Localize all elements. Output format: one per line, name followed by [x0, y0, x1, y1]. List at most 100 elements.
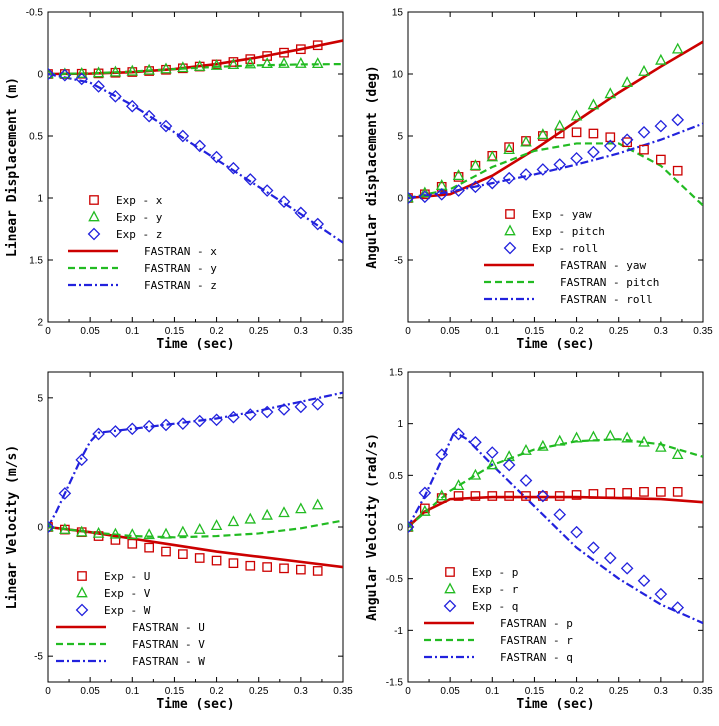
panel3-exp-point-2 [227, 410, 240, 424]
panel2-exp-point-2 [485, 176, 499, 190]
panel1-exp-point-0 [144, 66, 154, 76]
panel2-legend-marker-2 [503, 241, 517, 255]
panel2-exp-point-0 [672, 165, 683, 176]
panel3-exp-point-1 [143, 528, 155, 540]
panel4-ytick-label: -1 [394, 626, 403, 637]
panel4-exp-point-1 [638, 435, 650, 447]
panel3-ytick-label: 0 [37, 523, 43, 534]
panel1-sim-line-2 [48, 72, 343, 244]
panel4-exp-point-1 [520, 443, 532, 455]
panel3-exp-point-2 [277, 403, 291, 416]
panel1-exp-point-2 [243, 173, 257, 186]
panel1-exp-point-0 [245, 54, 256, 64]
panel4-exp-point-0 [605, 488, 616, 498]
panel2-exp-point-1 [638, 64, 650, 76]
panel1-exp-point-1 [311, 57, 324, 69]
panel2-exp-point-1 [419, 186, 431, 198]
panel4-exp-point-2 [502, 458, 516, 472]
panel3-exp-point-0 [48, 522, 53, 532]
panel2-legend-label: FASTRAN - pitch [560, 276, 659, 289]
panel2-exp-point-0 [588, 128, 599, 139]
panel2-xtick-label: 0.1 [485, 326, 499, 337]
panel4-exp-point-2 [553, 508, 567, 521]
panel4-exp-point-1 [671, 448, 684, 460]
panel2-exp-point-1 [587, 98, 600, 110]
panel4-exp-point-0 [554, 491, 565, 501]
panel2-exp-point-0 [504, 142, 514, 153]
panel1-exp-point-1 [126, 64, 139, 76]
panel3-exp-point-1 [311, 498, 324, 510]
panel2-exp-point-0 [622, 137, 632, 148]
panel4-legend-label: FASTRAN - p [500, 617, 573, 630]
panel4-exp-point-1 [408, 520, 414, 532]
panel4-xtick-label: 0.35 [693, 686, 713, 697]
panel4-legend-marker-1 [444, 582, 456, 594]
panel2-exp-point-2 [654, 119, 668, 133]
panel3-exp-point-0 [144, 542, 154, 553]
panel1-exp-point-1 [210, 58, 223, 70]
panel1-ytick-label: 0 [37, 70, 43, 81]
panel2-exp-point-0 [453, 172, 464, 182]
panel4-exp-point-1 [435, 489, 448, 501]
panel1-xtick-label: 0.15 [165, 326, 185, 337]
panel1-ytick-label: 2 [37, 318, 43, 329]
panel1-legend-label: Exp - y [116, 211, 163, 224]
panel1-legend-marker-2 [87, 227, 101, 241]
panel3-legend-label: Exp - U [104, 570, 150, 583]
panel4-xtick-label: 0.25 [609, 686, 629, 697]
panel1-ytick-label: -0.5 [26, 8, 44, 19]
panel3-exp-point-0 [194, 553, 205, 563]
panel2-exp-point-2 [452, 184, 465, 197]
panel2-x-axis-label: Time (sec) [516, 337, 594, 352]
panel4-exp-point-0 [588, 489, 599, 499]
panel4-ytick-label: -1.5 [386, 678, 404, 689]
panel2-exp-point-2 [502, 171, 516, 185]
panel2-xtick-label: 0.05 [440, 326, 460, 337]
panel1-exp-point-2 [210, 150, 223, 164]
panel4-exp-point-1 [469, 468, 482, 480]
panel2-exp-point-1 [537, 128, 549, 140]
panel4-legend-label: FASTRAN - q [500, 651, 573, 664]
panel2-exp-point-1 [655, 53, 667, 65]
panel3-legend-label: Exp - W [104, 604, 151, 617]
panel1-exp-point-1 [261, 57, 273, 69]
panel2-exp-point-1 [486, 150, 499, 162]
panel4-sim-line-2 [408, 430, 703, 625]
panel1-legend-label: Exp - z [116, 228, 162, 241]
panel3-exp-point-0 [178, 549, 188, 559]
panel4-exp-point-2 [536, 489, 550, 503]
panel3-legend-marker-1 [76, 586, 88, 598]
panel3-exp-point-2 [193, 414, 207, 428]
panel1-legend: Exp - x Exp - y Exp - z FASTRAN - x FASTRAN … [68, 194, 217, 292]
panel4-legend-label: Exp - r [472, 583, 519, 596]
panel4-exp-point-1 [655, 440, 667, 452]
panel4-exp-point-2 [637, 574, 651, 588]
panel4-exp-point-1 [553, 434, 566, 446]
panel2-xtick-label: 0.15 [525, 326, 545, 337]
panel2-ytick-label: 0 [397, 194, 403, 205]
panel1-exp-point-1 [227, 58, 240, 70]
panel3-exp-point-0 [211, 555, 222, 566]
panel3-ytick-label: -5 [34, 652, 43, 663]
panel3-exp-point-2 [92, 427, 105, 441]
panel3-exp-point-1 [278, 506, 290, 518]
panel1-exp-point-2 [92, 80, 105, 93]
panel1-exp-point-1 [193, 59, 206, 71]
panel2-legend-label: Exp - pitch [532, 225, 605, 238]
panel2-exp-point-1 [520, 135, 532, 147]
panel4-exp-point-2 [587, 541, 600, 554]
panel2-exp-point-1 [570, 109, 583, 121]
panel4-exp-point-1 [486, 458, 499, 470]
panel4-ytick-label: 1.5 [389, 368, 403, 379]
panel4-xtick-label: 0 [405, 686, 411, 697]
panel4-chart: 0 0.05 0.1 0.15 0.2 0.25 0.3 0.35 -1.5 -1 -0.5 0 0.5… [365, 368, 713, 713]
panel2-exp-point-1 [452, 169, 465, 181]
panel3-legend-label: FASTRAN - W [132, 655, 205, 668]
panel3-xtick-label: 0.1 [125, 686, 139, 697]
panel1-data-area [48, 39, 343, 244]
panel3-exp-point-0 [312, 566, 323, 576]
panel4-legend-label: Exp - p [472, 566, 518, 579]
panel4-exp-point-1 [452, 479, 465, 491]
panel2-exp-point-2 [418, 190, 432, 204]
